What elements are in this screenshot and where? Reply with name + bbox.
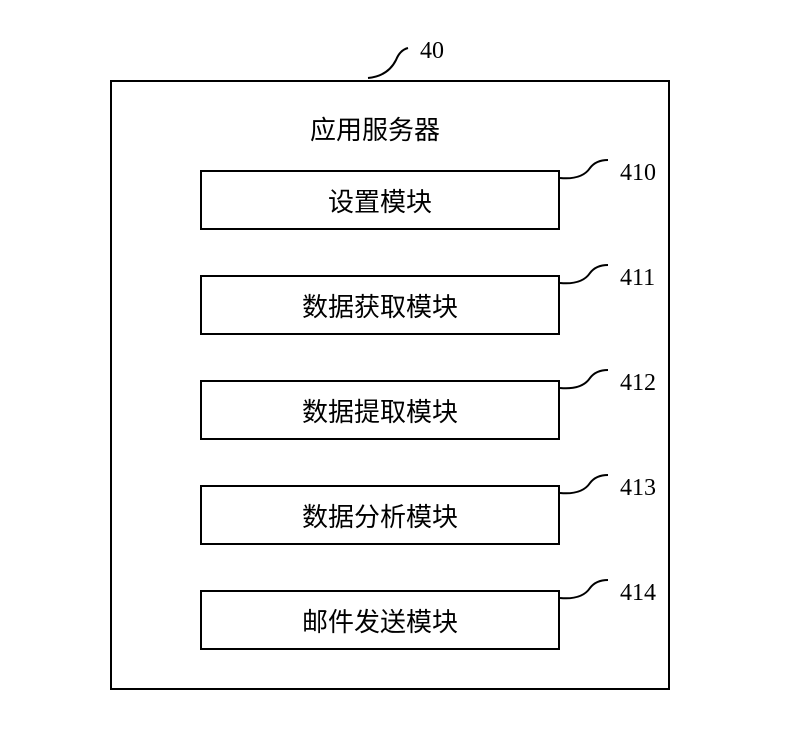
module-text: 数据获取模块 xyxy=(302,287,458,324)
module-label: 410 xyxy=(620,160,656,187)
module-leader-path xyxy=(560,160,608,178)
module-leader-path xyxy=(560,475,608,493)
module-box: 邮件发送模块 xyxy=(200,590,560,650)
module-text: 设置模块 xyxy=(328,182,432,219)
module-box: 设置模块 xyxy=(200,170,560,230)
outer-leader-line xyxy=(368,48,428,98)
module-box: 数据获取模块 xyxy=(200,275,560,335)
module-leader-path xyxy=(560,370,608,388)
module-leader-path xyxy=(560,265,608,283)
module-box: 数据分析模块 xyxy=(200,485,560,545)
diagram-canvas: 40 应用服务器 设置模块 410 数据获取模块 411 数据提取模块 412 数据分析模块… xyxy=(0,0,800,731)
module-box: 数据提取模块 xyxy=(200,380,560,440)
module-label: 411 xyxy=(620,265,655,292)
module-text: 数据提取模块 xyxy=(302,392,458,429)
module-label: 413 xyxy=(620,475,656,502)
module-text: 数据分析模块 xyxy=(302,497,458,534)
outer-leader-path xyxy=(368,48,408,78)
module-text: 邮件发送模块 xyxy=(302,602,458,639)
module-leader-path xyxy=(560,580,608,598)
outer-title: 应用服务器 xyxy=(310,110,440,147)
outer-label: 40 xyxy=(420,38,444,65)
module-label: 412 xyxy=(620,370,656,397)
module-label: 414 xyxy=(620,580,656,607)
